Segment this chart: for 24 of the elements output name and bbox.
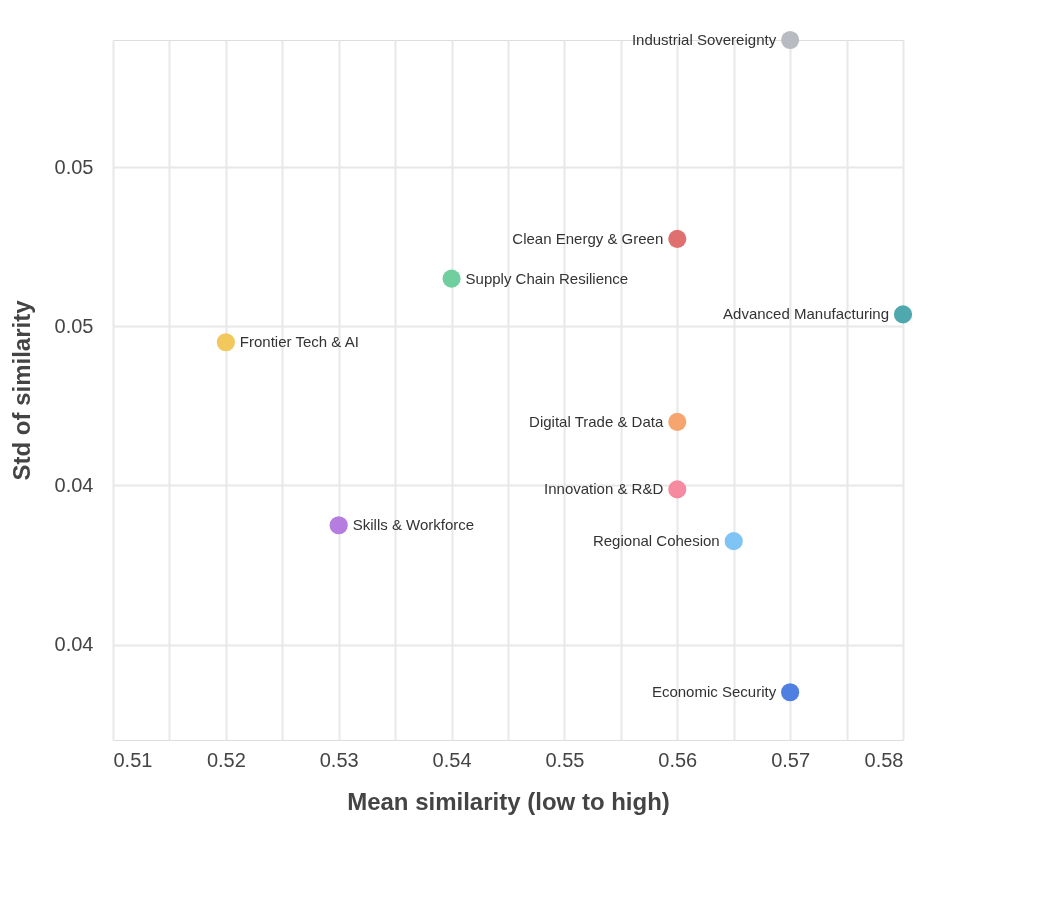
x-tick-label: 0.53 [319, 748, 359, 771]
series-label: Clean Energy & Green [512, 229, 664, 247]
x-axis-title: Mean similarity (low to high) [347, 787, 670, 815]
y-tick-label: 0.04 [54, 473, 94, 496]
series-label: Digital Trade & Data [529, 412, 664, 430]
x-tick-label: 0.51 [113, 748, 153, 771]
series-label: Supply Chain Resilience [465, 269, 629, 287]
series-label: Frontier Tech & AI [239, 333, 359, 351]
series-label: Advanced Manufacturing [723, 305, 889, 323]
x-tick-label: 0.54 [432, 748, 472, 771]
series-label: Industrial Sovereignty [631, 31, 777, 48]
y-tick-label: 0.05 [54, 155, 94, 178]
x-tick-label: 0.57 [771, 748, 811, 771]
y-axis-title: Std of similarity [7, 299, 35, 481]
x-tick-label: 0.55 [545, 748, 585, 771]
y-tick-label: 0.05 [54, 314, 94, 337]
series-label: Skills & Workforce [352, 516, 475, 534]
x-tick-label: 0.56 [658, 748, 698, 771]
series-label: Innovation & R&D [544, 480, 664, 498]
x-tick-label: 0.52 [206, 748, 246, 771]
y-tick-label: 0.04 [54, 633, 94, 656]
series-label: Regional Cohesion [592, 532, 720, 550]
x-tick-label: 0.58 [864, 748, 904, 771]
series-label: Economic Security [651, 683, 777, 701]
